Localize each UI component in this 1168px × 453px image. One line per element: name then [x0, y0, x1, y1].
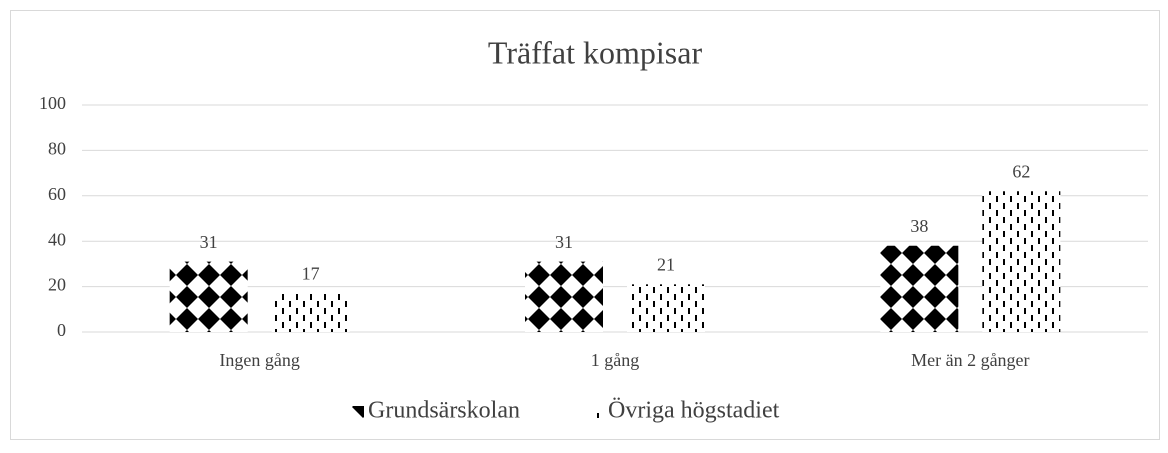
legend-label: Övriga högstadiet	[608, 398, 780, 424]
legend-swatch	[352, 406, 364, 418]
y-tick-label: 80	[48, 139, 66, 159]
chart-title: Träffat kompisar	[488, 34, 703, 70]
data-label: 38	[910, 216, 928, 236]
y-tick-label: 20	[48, 275, 66, 295]
chart-border	[10, 10, 1160, 440]
bar	[525, 261, 603, 332]
bar	[880, 245, 959, 332]
bar	[169, 261, 248, 332]
y-tick-label: 60	[48, 184, 66, 204]
x-tick-label: Mer än 2 gånger	[911, 350, 1029, 370]
legend-swatch	[592, 406, 604, 418]
bar	[982, 191, 1061, 332]
data-label: 17	[302, 264, 320, 284]
y-tick-label: 0	[57, 320, 66, 340]
data-label: 21	[657, 254, 675, 274]
y-tick-label: 100	[39, 93, 66, 113]
y-tick-label: 40	[48, 229, 66, 249]
data-label: 31	[555, 232, 573, 252]
bar	[627, 284, 705, 332]
data-label: 31	[200, 232, 218, 252]
data-label: 62	[1012, 161, 1030, 181]
x-tick-label: Ingen gång	[219, 350, 299, 370]
legend-label: Grundsärskolan	[368, 398, 520, 424]
x-tick-label: 1 gång	[591, 350, 640, 370]
bar	[271, 293, 350, 332]
